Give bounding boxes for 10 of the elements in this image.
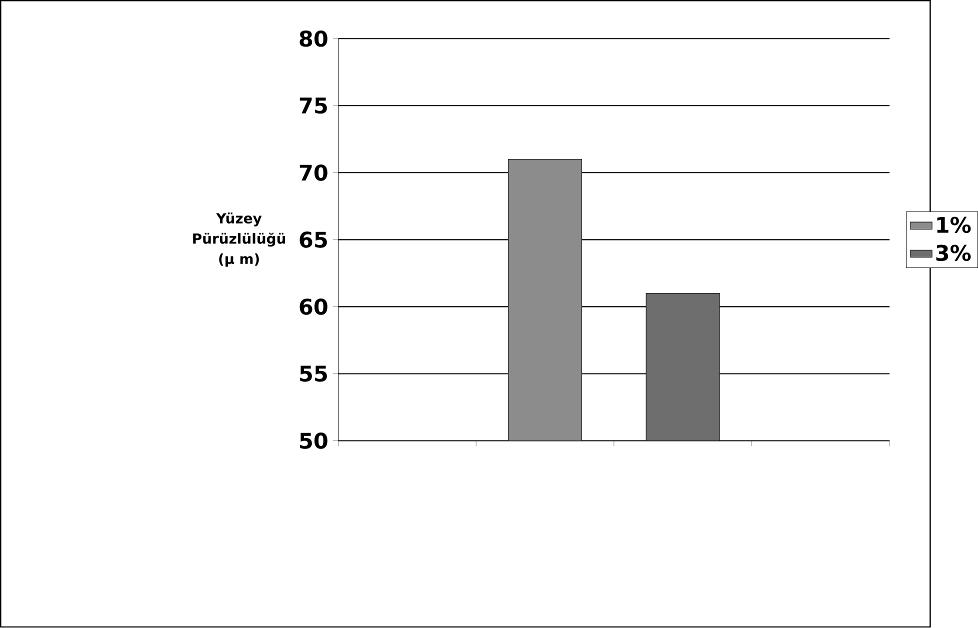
y-tick-label: 60 [300, 298, 328, 316]
y-tick-label: 55 [300, 366, 327, 382]
legend-label: 3% [936, 244, 971, 262]
y-tick-label: 50 [300, 432, 328, 450]
y-axis-title: Yüzey Pürüzlülüğü (µ m) [193, 212, 286, 267]
y-tick-label: 80 [300, 30, 328, 47]
y-tick-label: 70 [300, 164, 328, 182]
y-tick-label: 75 [300, 98, 327, 114]
y-tick-label: 65 [300, 232, 327, 248]
legend-label: 1% [937, 216, 971, 234]
